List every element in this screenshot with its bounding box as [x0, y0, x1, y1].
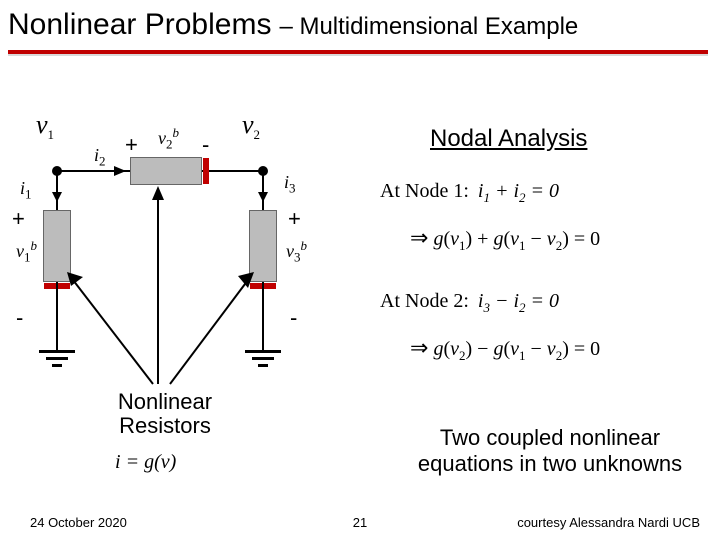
wire: [262, 282, 264, 350]
sign-right-minus: -: [290, 305, 297, 331]
eq-node2-label: At Node 2: i3 − i2 = 0: [380, 290, 559, 316]
eq-node2-imply: ⇒ g(v2) − g(v1 − v2) = 0: [410, 335, 600, 364]
footer-credit: courtesy Alessandra Nardi UCB: [517, 515, 700, 530]
title-row: Nonlinear Problems – Multidimensional Ex…: [8, 8, 712, 42]
nonlinear-resistors-label: Nonlinear Resistors: [95, 390, 235, 438]
pointer-right-icon: [160, 260, 260, 390]
title-underline-shadow: [8, 54, 708, 56]
nodal-analysis-heading: Nodal Analysis: [430, 125, 587, 153]
eq-node1-label-text: At Node 1:: [380, 180, 469, 202]
label-i1: i1: [20, 178, 32, 203]
eq-node2-label-text: At Node 2:: [380, 290, 469, 312]
title-sub: – Multidimensional Example: [279, 13, 578, 41]
two-coupled-text: Two coupled nonlinear equations in two u…: [400, 425, 700, 478]
label-v2: v2: [242, 110, 260, 143]
eq-i-equals-gv: i = g(v): [115, 451, 176, 474]
label-i3: i3: [284, 172, 296, 197]
sign-left-plus: +: [12, 206, 25, 232]
title-main: Nonlinear Problems: [8, 8, 271, 42]
wire: [56, 282, 58, 350]
label-v3b: v3b: [286, 238, 307, 266]
sign-right-plus: +: [288, 206, 301, 232]
label-v1: v1: [36, 110, 54, 143]
eq-node1-label: At Node 1: i1 + i2 = 0: [380, 180, 559, 206]
sign-top-minus: -: [202, 132, 209, 158]
label-v2b: v2b: [158, 125, 179, 153]
sign-left-minus: -: [16, 305, 23, 331]
wire: [202, 170, 262, 172]
label-v1b: v1b: [16, 238, 37, 266]
sign-top-plus: +: [125, 132, 138, 158]
label-i2: i2: [94, 145, 106, 170]
footer-page: 21: [353, 515, 367, 530]
eq-node1-imply: ⇒ g(v1) + g(v1 − v2) = 0: [410, 225, 600, 254]
arrow-i1-icon: [48, 170, 66, 204]
arrow-i3-icon: [254, 170, 272, 204]
footer-date: 24 October 2020: [30, 515, 127, 530]
